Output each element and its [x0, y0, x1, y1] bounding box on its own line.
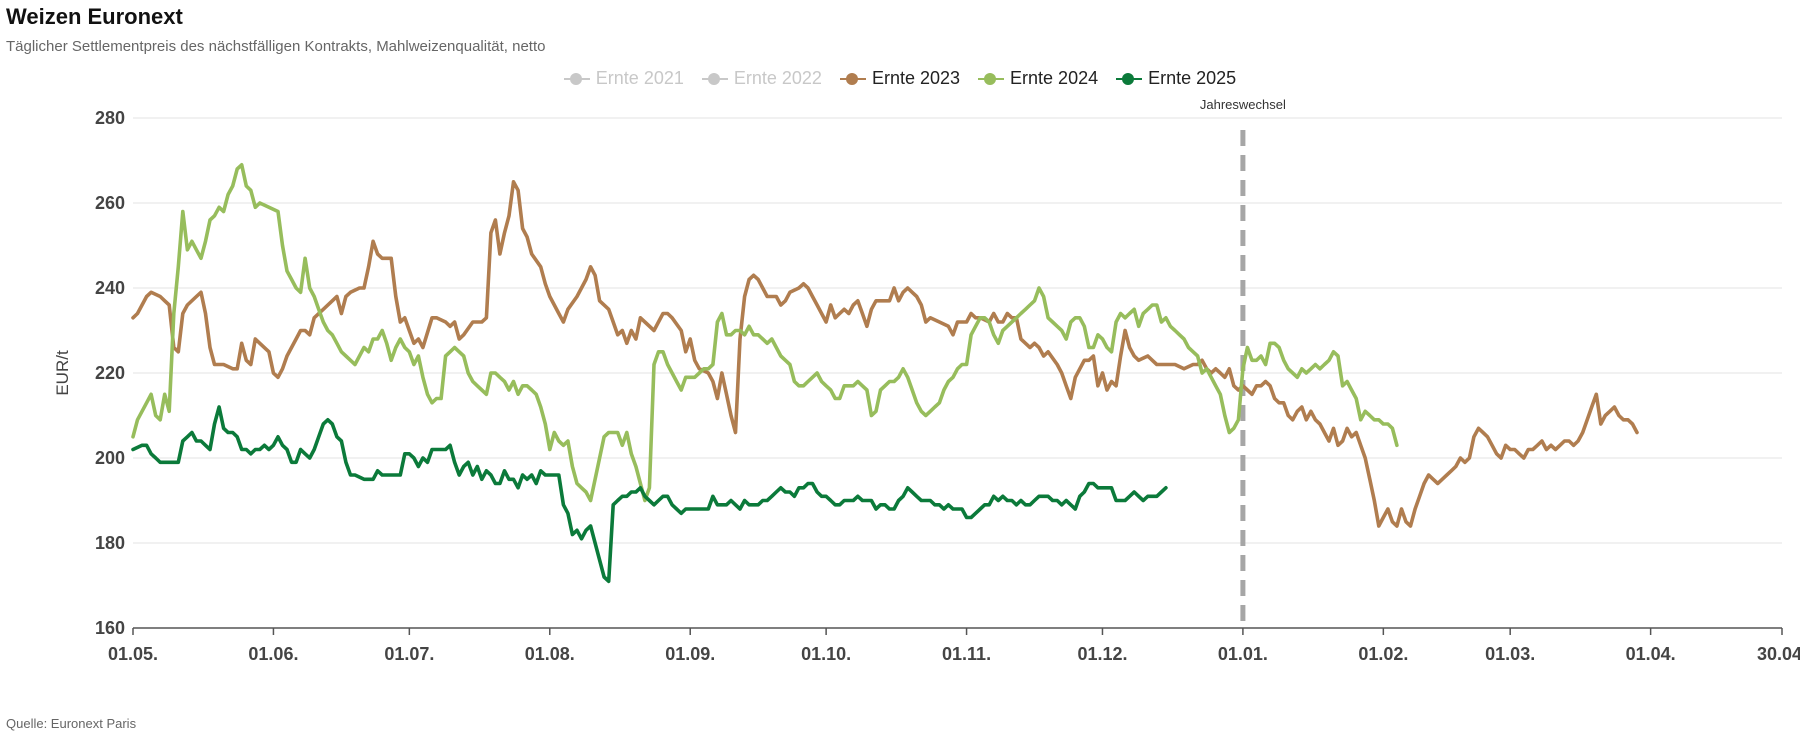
legend-marker-icon [978, 72, 1005, 85]
x-tick-label: 01.08. [525, 644, 575, 664]
y-tick-label: 160 [95, 618, 125, 638]
legend-item-ernte-2025[interactable]: Ernte 2025 [1116, 68, 1236, 89]
y-tick-label: 180 [95, 533, 125, 553]
x-tick-label: 30.04. [1757, 644, 1800, 664]
x-tick-label: 01.07. [384, 644, 434, 664]
series-line-ernte-2023 [131, 180, 1639, 528]
legend-label: Ernte 2024 [1010, 68, 1099, 88]
x-tick-label: 01.03. [1485, 644, 1535, 664]
legend-item-ernte-2022[interactable]: Ernte 2022 [701, 68, 822, 89]
legend-item-ernte-2021[interactable]: Ernte 2021 [563, 68, 684, 89]
x-tick-label: 01.12. [1077, 644, 1127, 664]
legend-marker-icon [1116, 72, 1143, 85]
series-line-ernte-2025 [131, 405, 1168, 584]
x-tick-label: 01.04. [1626, 644, 1676, 664]
legend-marker-icon [563, 72, 590, 85]
series-line-ernte-2024 [131, 163, 1399, 503]
x-tick-label: 01.05. [108, 644, 158, 664]
legend-label: Ernte 2023 [871, 68, 961, 88]
y-tick-label: 200 [95, 448, 125, 468]
source-note: Quelle: Euronext Paris [6, 716, 137, 731]
legend-item-ernte-2024[interactable]: Ernte 2024 [978, 68, 1098, 89]
legend-label: Ernte 2021 [595, 68, 684, 88]
legend-marker-icon [701, 72, 728, 85]
y-tick-label: 220 [95, 363, 125, 383]
y-axis-label: EUR/t [53, 350, 72, 396]
x-tick-label: 01.06. [248, 644, 298, 664]
legend-marker-icon [839, 72, 866, 85]
legend-label: Ernte 2025 [1148, 68, 1237, 88]
x-tick-label: 01.10. [801, 644, 851, 664]
y-tick-label: 280 [95, 108, 125, 128]
x-tick-label: 01.11. [942, 644, 991, 664]
chart-title: Weizen Euronext [6, 4, 183, 29]
legend-label: Ernte 2022 [733, 68, 822, 88]
x-tick-label: 01.02. [1358, 644, 1408, 664]
chart-subtitle: Täglicher Settlementpreis des nächstfäll… [6, 38, 546, 55]
x-tick-label: 01.09. [665, 644, 715, 664]
year-change-label: Jahreswechsel [1200, 97, 1286, 112]
y-tick-label: 260 [95, 193, 125, 213]
legend-item-ernte-2023[interactable]: Ernte 2023 [839, 68, 961, 89]
y-tick-label: 240 [95, 278, 125, 298]
x-tick-label: 01.01. [1218, 644, 1268, 664]
chart-legend: Ernte 2021 Ernte 2022 Ernte 2023 Ernte 2024… [0, 68, 1800, 89]
